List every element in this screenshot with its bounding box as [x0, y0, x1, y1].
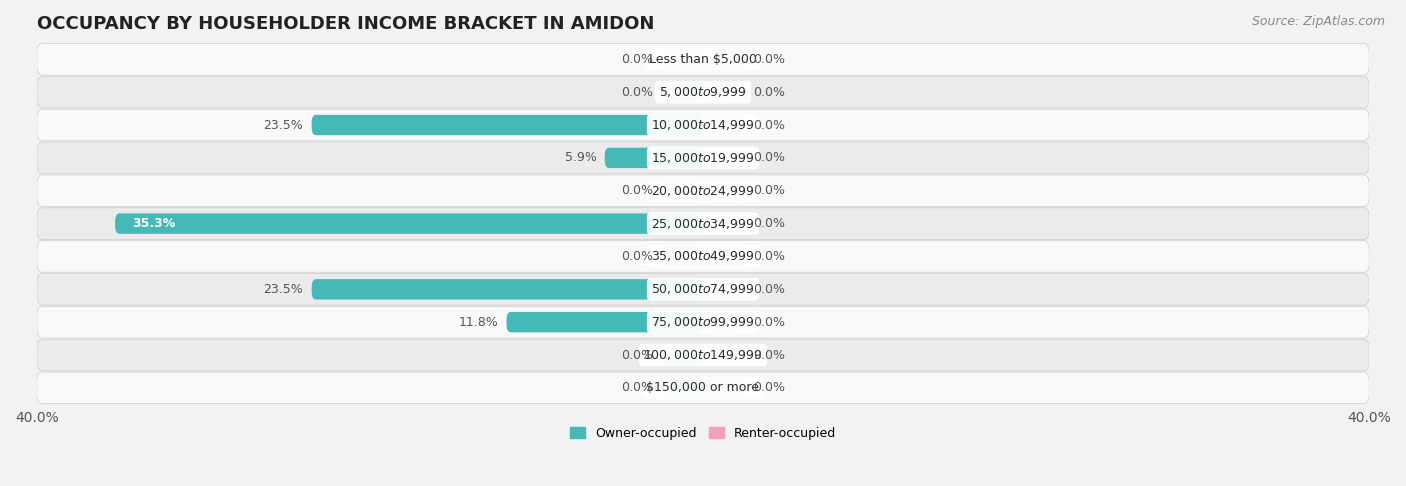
FancyBboxPatch shape [703, 279, 745, 299]
FancyBboxPatch shape [703, 378, 745, 398]
Text: $5,000 to $9,999: $5,000 to $9,999 [659, 85, 747, 99]
Text: 0.0%: 0.0% [754, 316, 785, 329]
Text: 0.0%: 0.0% [754, 151, 785, 164]
FancyBboxPatch shape [37, 241, 1369, 272]
Text: $25,000 to $34,999: $25,000 to $34,999 [651, 217, 755, 230]
Text: 0.0%: 0.0% [621, 86, 652, 99]
Text: 0.0%: 0.0% [621, 184, 652, 197]
Text: 23.5%: 23.5% [263, 283, 304, 296]
FancyBboxPatch shape [37, 208, 1369, 240]
FancyBboxPatch shape [506, 312, 703, 332]
FancyBboxPatch shape [703, 181, 745, 201]
Text: 5.9%: 5.9% [565, 151, 596, 164]
FancyBboxPatch shape [661, 378, 703, 398]
FancyBboxPatch shape [37, 76, 1369, 108]
FancyBboxPatch shape [703, 345, 745, 365]
Text: $150,000 or more: $150,000 or more [647, 382, 759, 394]
Text: $50,000 to $74,999: $50,000 to $74,999 [651, 282, 755, 296]
Text: $35,000 to $49,999: $35,000 to $49,999 [651, 249, 755, 263]
FancyBboxPatch shape [703, 82, 745, 103]
FancyBboxPatch shape [703, 148, 745, 168]
FancyBboxPatch shape [312, 115, 703, 135]
FancyBboxPatch shape [661, 82, 703, 103]
Text: 0.0%: 0.0% [754, 86, 785, 99]
Text: Source: ZipAtlas.com: Source: ZipAtlas.com [1251, 15, 1385, 28]
FancyBboxPatch shape [37, 109, 1369, 141]
Text: 0.0%: 0.0% [621, 382, 652, 394]
Text: 0.0%: 0.0% [754, 184, 785, 197]
Text: 0.0%: 0.0% [754, 382, 785, 394]
FancyBboxPatch shape [703, 49, 745, 69]
FancyBboxPatch shape [37, 44, 1369, 75]
Text: 0.0%: 0.0% [754, 348, 785, 362]
FancyBboxPatch shape [37, 175, 1369, 207]
FancyBboxPatch shape [661, 49, 703, 69]
Text: 0.0%: 0.0% [754, 119, 785, 132]
FancyBboxPatch shape [37, 339, 1369, 371]
Text: 0.0%: 0.0% [621, 250, 652, 263]
FancyBboxPatch shape [703, 312, 745, 332]
Text: $100,000 to $149,999: $100,000 to $149,999 [644, 348, 762, 362]
FancyBboxPatch shape [37, 142, 1369, 174]
FancyBboxPatch shape [661, 345, 703, 365]
Text: Less than $5,000: Less than $5,000 [650, 53, 756, 66]
FancyBboxPatch shape [661, 181, 703, 201]
Text: $15,000 to $19,999: $15,000 to $19,999 [651, 151, 755, 165]
Text: 0.0%: 0.0% [754, 283, 785, 296]
Text: $10,000 to $14,999: $10,000 to $14,999 [651, 118, 755, 132]
Text: 0.0%: 0.0% [754, 250, 785, 263]
FancyBboxPatch shape [37, 372, 1369, 404]
Text: OCCUPANCY BY HOUSEHOLDER INCOME BRACKET IN AMIDON: OCCUPANCY BY HOUSEHOLDER INCOME BRACKET … [37, 15, 654, 33]
FancyBboxPatch shape [115, 213, 703, 234]
FancyBboxPatch shape [703, 115, 745, 135]
Text: 0.0%: 0.0% [754, 53, 785, 66]
FancyBboxPatch shape [661, 246, 703, 267]
FancyBboxPatch shape [37, 306, 1369, 338]
Text: 0.0%: 0.0% [621, 348, 652, 362]
Text: $20,000 to $24,999: $20,000 to $24,999 [651, 184, 755, 198]
Text: $75,000 to $99,999: $75,000 to $99,999 [651, 315, 755, 329]
Text: 23.5%: 23.5% [263, 119, 304, 132]
FancyBboxPatch shape [703, 213, 745, 234]
Legend: Owner-occupied, Renter-occupied: Owner-occupied, Renter-occupied [565, 422, 841, 445]
FancyBboxPatch shape [703, 246, 745, 267]
Text: 11.8%: 11.8% [458, 316, 498, 329]
FancyBboxPatch shape [312, 279, 703, 299]
FancyBboxPatch shape [605, 148, 703, 168]
FancyBboxPatch shape [37, 274, 1369, 305]
Text: 0.0%: 0.0% [754, 217, 785, 230]
Text: 0.0%: 0.0% [621, 53, 652, 66]
Text: 35.3%: 35.3% [132, 217, 176, 230]
